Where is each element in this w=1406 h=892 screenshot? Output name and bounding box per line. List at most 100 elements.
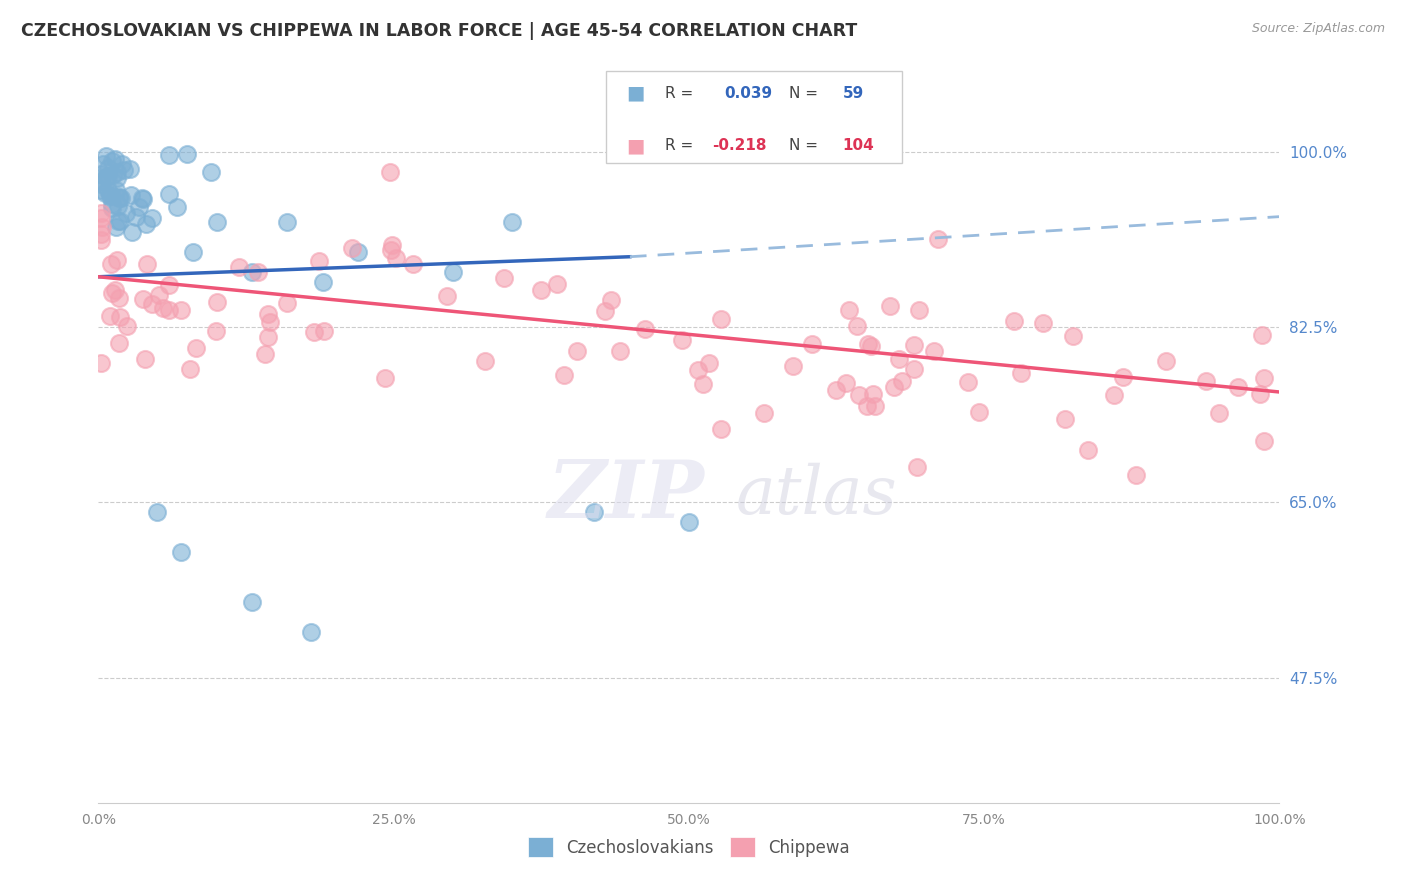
Point: [105, 183, 128, 197]
Point: [90, 167, 112, 181]
Point: [111, 156, 134, 170]
Point: [118, 162, 141, 177]
Text: N =: N =: [789, 138, 823, 153]
Point: [97, 161, 120, 175]
Point: [110, 310, 132, 324]
Text: N =: N =: [789, 86, 823, 101]
Text: ZIP: ZIP: [547, 457, 704, 534]
Point: [883, 380, 905, 394]
Point: [1010, 366, 1032, 380]
Point: [115, 319, 138, 334]
Point: [90, 177, 112, 191]
Point: [474, 354, 496, 368]
Point: [600, 293, 623, 308]
Point: [166, 200, 188, 214]
Point: [90, 220, 112, 235]
Point: [90, 174, 112, 188]
Point: [671, 333, 693, 347]
Point: [246, 265, 269, 279]
Point: [105, 220, 128, 235]
Point: [891, 374, 914, 388]
Point: [200, 165, 222, 179]
Text: 59: 59: [842, 86, 863, 101]
Point: [304, 325, 326, 339]
Point: [179, 362, 201, 376]
Point: [863, 399, 886, 413]
Point: [125, 211, 148, 225]
Text: R =: R =: [665, 86, 699, 101]
Point: [378, 164, 401, 178]
Point: [170, 545, 193, 559]
Point: [108, 190, 131, 204]
Point: [1253, 434, 1275, 449]
Point: [253, 347, 276, 361]
Point: [107, 335, 129, 350]
Point: [94, 169, 117, 184]
Point: [1002, 314, 1025, 328]
Point: [101, 201, 124, 215]
Point: [308, 253, 330, 268]
Point: [314, 324, 336, 338]
Point: [856, 337, 879, 351]
FancyBboxPatch shape: [606, 71, 901, 163]
Point: [110, 214, 132, 228]
Point: [699, 356, 721, 370]
Point: [501, 214, 523, 228]
Point: [879, 299, 901, 313]
Point: [259, 316, 281, 330]
Point: [157, 186, 180, 201]
Text: 0.039: 0.039: [724, 86, 772, 101]
Point: [205, 294, 228, 309]
Point: [146, 505, 169, 519]
Point: [380, 238, 402, 252]
Point: [276, 214, 298, 228]
Point: [1054, 411, 1077, 425]
Point: [838, 303, 860, 318]
Point: [94, 149, 117, 163]
Text: 104: 104: [842, 138, 875, 153]
Point: [862, 387, 884, 401]
Point: [299, 625, 322, 640]
Text: R =: R =: [665, 138, 699, 153]
Point: [860, 339, 883, 353]
Point: [1227, 380, 1250, 394]
Point: [112, 162, 135, 177]
Point: [312, 275, 335, 289]
Point: [114, 206, 136, 220]
Point: [1032, 316, 1054, 330]
Point: [148, 287, 170, 301]
Point: [159, 277, 181, 292]
Text: ■: ■: [626, 136, 645, 155]
Point: [186, 341, 208, 355]
Point: [157, 302, 180, 317]
Point: [132, 292, 155, 306]
Point: [380, 243, 402, 257]
Point: [688, 362, 710, 376]
Point: [752, 405, 775, 419]
Point: [634, 322, 657, 336]
Point: [121, 225, 143, 239]
Point: [1125, 467, 1147, 482]
Point: [141, 211, 163, 226]
Point: [240, 595, 263, 609]
Text: CZECHOSLOVAKIAN VS CHIPPEWA IN LABOR FORCE | AGE 45-54 CORRELATION CHART: CZECHOSLOVAKIAN VS CHIPPEWA IN LABOR FOR…: [21, 22, 858, 40]
Point: [1102, 388, 1125, 402]
Point: [104, 152, 127, 166]
Point: [107, 213, 129, 227]
Point: [1251, 328, 1274, 343]
Point: [205, 214, 228, 228]
Point: [108, 291, 131, 305]
Point: [181, 244, 204, 259]
Point: [1062, 329, 1084, 343]
Point: [90, 356, 112, 370]
Point: [101, 197, 124, 211]
Point: [240, 265, 263, 279]
Point: [104, 284, 127, 298]
Point: [567, 344, 589, 359]
Point: [492, 271, 515, 285]
Point: [347, 244, 370, 259]
Point: [903, 338, 925, 352]
Point: [846, 318, 869, 333]
Point: [131, 191, 153, 205]
Point: [228, 260, 250, 274]
